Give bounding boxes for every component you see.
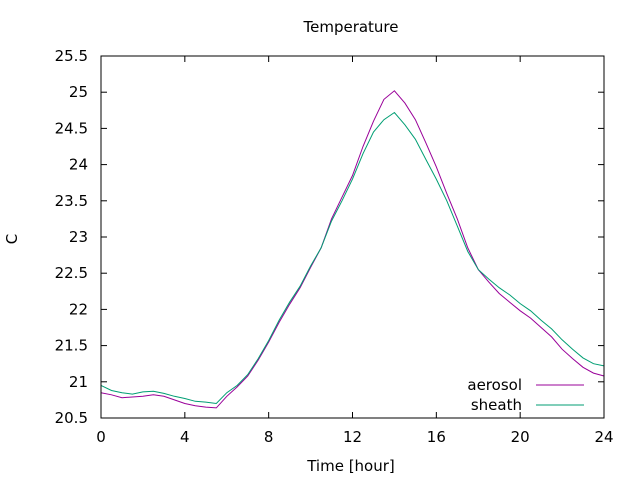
y-tick-label: 22: [69, 300, 88, 318]
y-tick-label: 21.5: [55, 337, 88, 355]
series-line-aerosol: [100, 90, 605, 409]
y-tick-label: 24.5: [55, 119, 88, 137]
y-tick-label: 23.5: [55, 192, 88, 210]
y-tick-label: 23: [69, 228, 88, 246]
y-tick-label: 24: [69, 156, 88, 174]
x-tick-label: 0: [96, 428, 106, 446]
series-lines: [100, 90, 605, 409]
plot-frame: [100, 55, 605, 419]
x-axis-label: Time [hour]: [306, 457, 395, 475]
x-tick-label: 20: [511, 428, 530, 446]
y-tick-label: 25.5: [55, 47, 88, 65]
y-tick-label: 21: [69, 373, 88, 391]
x-tick-label: 24: [594, 428, 613, 446]
chart-title: Temperature: [302, 18, 398, 36]
y-axis-label: C: [3, 234, 21, 244]
y-tick-label: 25: [69, 83, 88, 101]
x-tick-label: 16: [427, 428, 446, 446]
legend-label-aerosol: aerosol: [467, 376, 522, 394]
legend-label-sheath: sheath: [471, 396, 522, 414]
series-line-sheath: [100, 111, 605, 405]
x-tick-label: 4: [180, 428, 190, 446]
x-tick-label: 12: [343, 428, 362, 446]
axis-ticks: 0 4 8 12 16 20 24 20.5 21 21.5 22 22.5 23 23.5 24 24.5 2…: [55, 47, 614, 446]
y-tick-label: 20.5: [55, 409, 88, 427]
x-tick-label: 8: [264, 428, 274, 446]
legend: aerosol sheath: [467, 376, 584, 414]
y-tick-label: 22.5: [55, 264, 88, 282]
